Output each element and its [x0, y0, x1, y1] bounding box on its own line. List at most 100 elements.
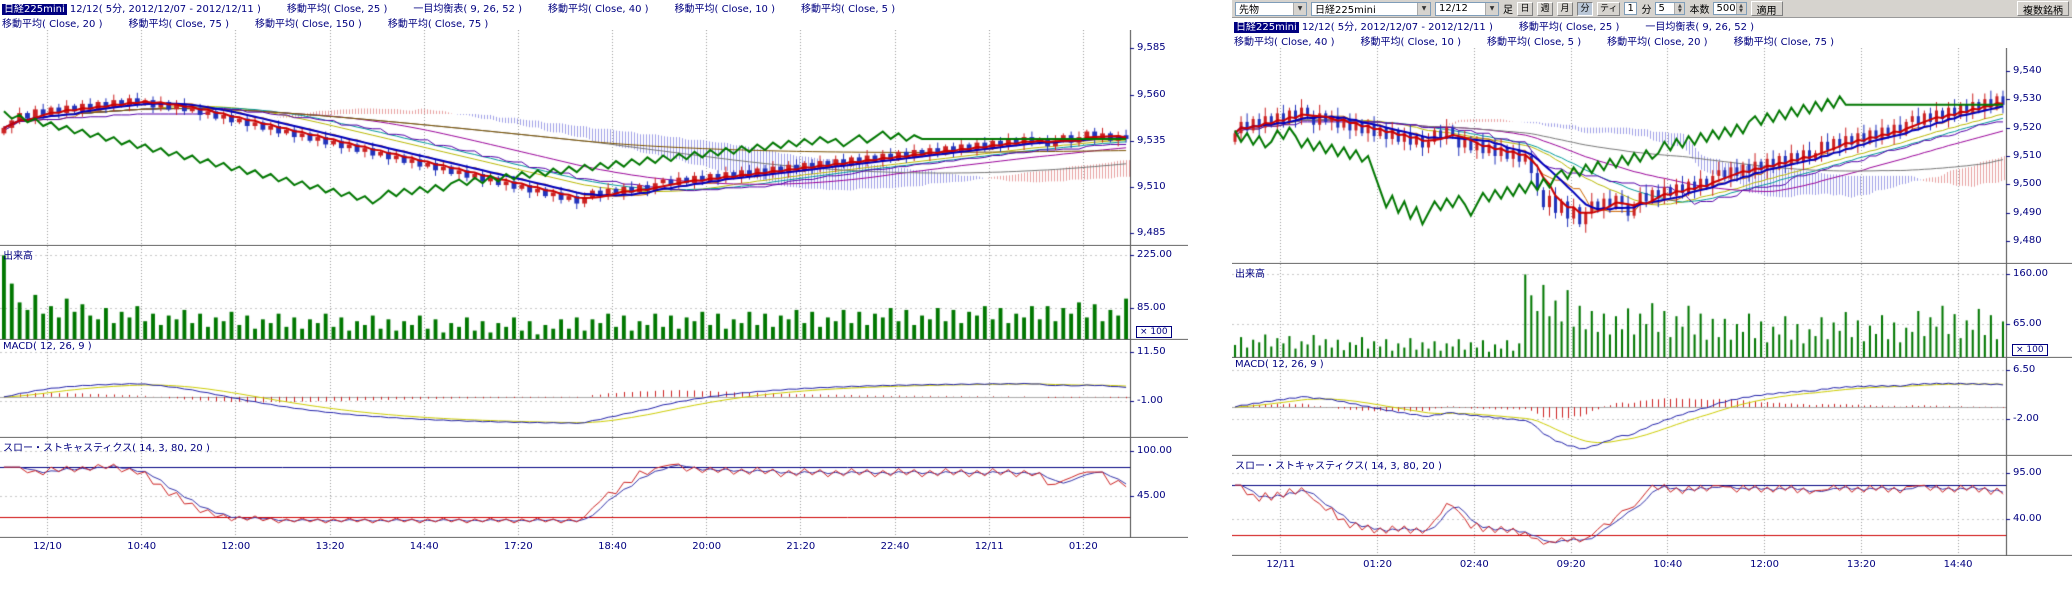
- x-axis-label: 10:40: [127, 541, 156, 552]
- indicator-label: 移動平均( Close, 10 ): [675, 0, 775, 15]
- y-axis-tick: 6.50: [2013, 364, 2035, 375]
- period-week-button[interactable]: 週: [1537, 2, 1553, 16]
- stochastics-title: スロー・ストキャスティクス( 14, 3, 80, 20 ): [3, 439, 210, 454]
- stochastics-pane: スロー・ストキャスティクス( 14, 3, 80, 20 ) 100.0045.…: [0, 438, 1188, 538]
- y-axis-tick: 9,535: [1137, 135, 1166, 146]
- indicator-label: 移動平均( Close, 75 ): [1734, 33, 1834, 48]
- category-select[interactable]: 先物▼: [1235, 2, 1307, 16]
- bar-count-label: 本数: [1689, 1, 1709, 16]
- spinner-arrows-icon[interactable]: ▲▼: [1674, 3, 1684, 14]
- symbol-select[interactable]: 日経225mini▼: [1311, 2, 1431, 16]
- y-axis-tick: 95.00: [2013, 467, 2042, 478]
- x-axis-label: 01:20: [1363, 559, 1392, 570]
- volume-pane: 出来高 × 100 160.00 65.00: [1232, 264, 2072, 358]
- volume-canvas[interactable]: [1232, 264, 2072, 358]
- toolbar: 先物▼ 日経225mini▼ 12/12 ▼ 足 日 週 月 分 ティ 1 分 5…: [1232, 0, 2072, 18]
- chart-title-text: 12/12( 5分, 2012/12/07 - 2012/12/11 ): [1299, 22, 1493, 33]
- indicator-label: 一目均衡表( 9, 26, 52 ): [1645, 18, 1754, 33]
- x-axis-label: 12/11: [1266, 559, 1295, 570]
- volume-multiplier-badge: × 100: [2012, 344, 2048, 356]
- macd-title: MACD( 12, 26, 9 ): [1235, 359, 1324, 370]
- indicator-header-row1: 日経225mini 12/12( 5分, 2012/12/07 - 2012/1…: [0, 0, 1188, 15]
- minutes-input[interactable]: 5 ▲▼: [1655, 2, 1685, 15]
- volume-canvas[interactable]: [0, 246, 1188, 340]
- x-axis-label: 21:20: [786, 541, 815, 552]
- y-axis-tick: 100.00: [1137, 445, 1172, 456]
- price-chart-canvas[interactable]: [0, 30, 1188, 246]
- x-axis-label: 14:40: [1944, 559, 1973, 570]
- multi-symbol-button[interactable]: 複数銘柄: [2017, 1, 2069, 16]
- stochastics-pane: スロー・ストキャスティクス( 14, 3, 80, 20 ) 95.0040.0…: [1232, 456, 2072, 556]
- indicator-label: 移動平均( Close, 20 ): [2, 15, 102, 30]
- indicator-header-row2: 移動平均( Close, 40 ) 移動平均( Close, 10 ) 移動平均…: [1232, 33, 2072, 48]
- indicator-label: 移動平均( Close, 40 ): [548, 0, 648, 15]
- macd-pane: MACD( 12, 26, 9 ) 11.50-1.00: [0, 340, 1188, 438]
- y-axis-tick: 9,500: [2013, 178, 2042, 189]
- bar-count-input[interactable]: 500 ▲▼: [1713, 2, 1746, 15]
- chart-title: 日経225mini 12/12( 5分, 2012/12/07 - 2012/1…: [1234, 18, 1493, 33]
- indicator-label: 移動平均( Close, 40 ): [1234, 33, 1334, 48]
- time-axis: 12/1010:4012:0013:2014:4017:2018:4020:00…: [0, 539, 1130, 555]
- indicator-header: 日経225mini 12/12( 5分, 2012/12/07 - 2012/1…: [1232, 18, 2072, 48]
- time-axis: 12/1101:2002:4009:2010:4012:0013:2014:40: [1232, 557, 2006, 573]
- macd-canvas[interactable]: [0, 340, 1188, 438]
- period-minute-button[interactable]: 分: [1577, 2, 1593, 16]
- price-chart-pane: 9,5859,5609,5359,5109,485: [0, 30, 1188, 246]
- y-axis-tick: 65.00: [2013, 318, 2042, 329]
- y-axis-tick: -2.00: [2013, 413, 2039, 424]
- y-axis-tick: 9,490: [2013, 207, 2042, 218]
- chart-panel-right: 先物▼ 日経225mini▼ 12/12▼ 足 日 週 月 分 ティ 1 分 5…: [1232, 0, 2072, 580]
- indicator-label: 移動平均( Close, 150 ): [255, 15, 362, 30]
- chart-title-text: 12/12( 5分, 2012/12/07 - 2012/12/11 ): [67, 4, 261, 15]
- y-axis-tick: 9,520: [2013, 122, 2042, 133]
- symbol-label: 日経225mini: [1234, 22, 1299, 33]
- price-chart-canvas[interactable]: [1232, 48, 2072, 264]
- indicator-label: 移動平均( Close, 20 ): [1607, 33, 1707, 48]
- minute-unit-label: 分: [1641, 1, 1651, 16]
- bar-type-label: 足: [1503, 1, 1513, 16]
- period-day-button[interactable]: 日: [1517, 2, 1533, 16]
- indicator-label: 移動平均( Close, 10 ): [1360, 33, 1460, 48]
- y-axis-tick: 9,560: [1137, 89, 1166, 100]
- volume-title: 出来高: [1235, 265, 1265, 280]
- spinner-down-icon[interactable]: ▼: [1739, 9, 1743, 14]
- x-axis-label: 18:40: [598, 541, 627, 552]
- macd-canvas[interactable]: [1232, 358, 2072, 456]
- date-value: 12/12: [1439, 3, 1468, 14]
- indicator-label: 移動平均( Close, 5 ): [801, 0, 895, 15]
- macd-title: MACD( 12, 26, 9 ): [3, 341, 92, 352]
- y-axis-tick: 9,530: [2013, 93, 2042, 104]
- volume-pane: 出来高 × 100 225.0085.00: [0, 246, 1188, 340]
- macd-pane: MACD( 12, 26, 9 ) 6.50 -2.00: [1232, 358, 2072, 456]
- x-axis-label: 13:20: [316, 541, 345, 552]
- x-axis-label: 17:20: [504, 541, 533, 552]
- y-axis-tick: 9,480: [2013, 235, 2042, 246]
- y-axis-tick: 9,540: [2013, 65, 2042, 76]
- indicator-header-row1: 日経225mini 12/12( 5分, 2012/12/07 - 2012/1…: [1232, 18, 2072, 33]
- period-month-button[interactable]: 月: [1557, 2, 1573, 16]
- indicator-header-row2: 移動平均( Close, 20 ) 移動平均( Close, 75 ) 移動平均…: [0, 15, 1188, 30]
- x-axis-label: 10:40: [1653, 559, 1682, 570]
- spinner-down-icon[interactable]: ▼: [1678, 9, 1682, 14]
- chevron-down-icon[interactable]: ▼: [1417, 3, 1430, 15]
- chevron-down-icon[interactable]: ▼: [1485, 3, 1498, 15]
- minutes-value: 5: [1658, 3, 1674, 14]
- x-axis-label: 01:20: [1069, 541, 1098, 552]
- indicator-label: 移動平均( Close, 25 ): [287, 0, 387, 15]
- tick-count-input[interactable]: 1: [1624, 2, 1637, 15]
- chevron-down-icon[interactable]: ▼: [1293, 3, 1306, 15]
- x-axis-label: 22:40: [881, 541, 910, 552]
- x-axis-label: 12:00: [1750, 559, 1779, 570]
- indicator-header: 日経225mini 12/12( 5分, 2012/12/07 - 2012/1…: [0, 0, 1188, 30]
- x-axis-label: 12/11: [975, 541, 1004, 552]
- x-axis-label: 02:40: [1460, 559, 1489, 570]
- spinner-arrows-icon[interactable]: ▲▼: [1736, 3, 1746, 14]
- period-tick-button[interactable]: ティ: [1597, 2, 1620, 16]
- indicator-label: 移動平均( Close, 5 ): [1487, 33, 1581, 48]
- apply-button[interactable]: 適用: [1751, 1, 1783, 16]
- indicator-label: 一目均衡表( 9, 26, 52 ): [413, 0, 522, 15]
- y-axis-tick: 160.00: [2013, 268, 2048, 279]
- x-axis-label: 20:00: [692, 541, 721, 552]
- date-select[interactable]: 12/12 ▼: [1435, 2, 1499, 16]
- volume-multiplier-badge: × 100: [1136, 326, 1172, 338]
